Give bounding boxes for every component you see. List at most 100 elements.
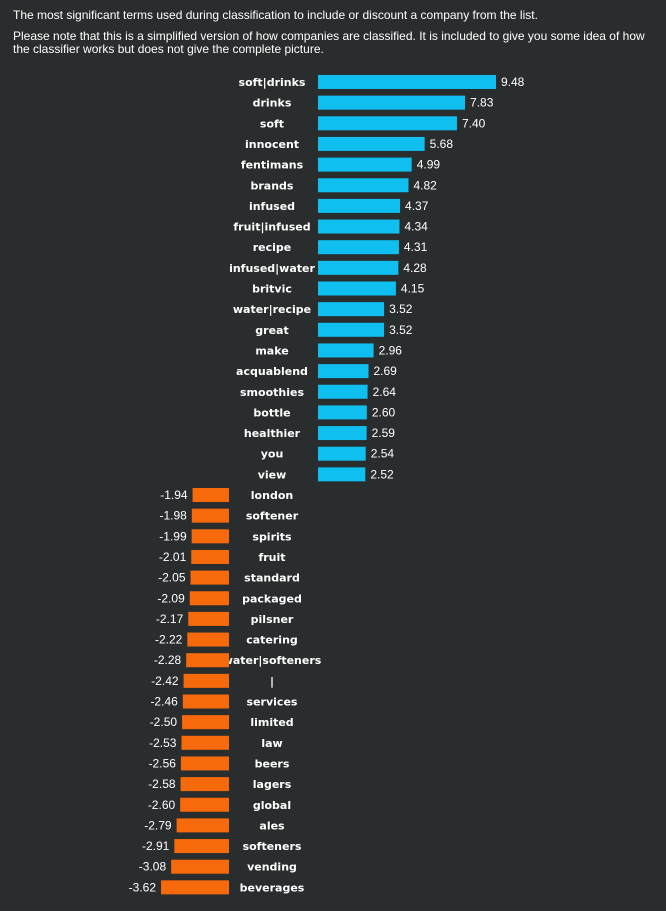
value-label: -3.62 [129,880,157,894]
value-label: -2.91 [142,839,170,853]
term-label: brands [251,179,294,192]
positive-bar [318,198,401,213]
bar-row: services -2.46 [150,694,298,709]
value-label: -2.56 [149,756,177,770]
value-label: -1.98 [159,509,187,523]
term-label: law [261,737,282,750]
positive-bar [318,384,368,399]
negative-bar [174,839,229,854]
bar-row: fentimans 4.99 [241,157,441,172]
bar-row: london -1.94 [160,488,293,502]
term-label: great [255,324,288,337]
bar-row: infused 4.37 [249,198,429,213]
bar-row: drinks 7.83 [253,95,494,110]
positive-bar [318,343,374,358]
negative-bar [188,611,229,626]
term-label: vending [247,861,297,874]
negative-bar [180,777,229,792]
value-label: -2.60 [148,798,176,812]
value-label: -2.50 [150,715,178,729]
bar-row: vending -3.08 [139,859,297,874]
positive-bar [318,302,385,317]
value-label: -2.53 [149,736,177,750]
bar-row: beers -2.56 [149,756,290,771]
bar-row: recipe 4.31 [253,240,428,255]
term-label: make [255,344,288,357]
bar-row: bottle 2.60 [253,405,396,420]
term-label: catering [246,634,298,647]
intro-note: Please note that this is a simplified ve… [13,29,645,56]
bar-row: fruit|infused 4.34 [233,219,428,234]
positive-bar [318,281,396,296]
value-label: -2.01 [159,550,187,564]
bar-row: | -2.42 [151,673,274,688]
negative-bar [180,756,229,771]
negative-bar [186,653,229,668]
term-label: water|softeners [223,654,322,667]
term-label: bottle [253,406,290,419]
term-label: soft|drinks [239,76,306,89]
negative-bar [161,880,229,895]
bar-row: water|recipe 3.52 [233,302,413,317]
positive-bar [318,157,412,172]
positive-bar [318,219,400,234]
value-label: 5.68 [430,137,454,151]
negative-bar [176,818,229,833]
value-label: -2.17 [156,612,184,626]
bar-row: you 2.54 [261,446,394,461]
positive-bar [318,260,399,275]
bar-row: limited -2.50 [150,715,294,730]
negative-bar [191,508,229,523]
bar-row: lagers -2.58 [148,777,292,792]
negative-bar [191,529,229,544]
term-label: recipe [253,241,292,254]
value-label: 4.99 [417,158,441,172]
negative-bar [182,715,229,730]
term-label: soft [260,117,284,130]
negative-bar [183,673,229,688]
value-label: 7.83 [470,96,494,110]
bar-row: spirits -1.99 [159,529,292,544]
bar-row: water|softeners -2.28 [154,653,322,668]
value-label: 7.40 [462,116,486,130]
bar-row: beverages -3.62 [129,880,305,895]
positive-bar [318,178,409,193]
value-label: 3.52 [389,323,413,337]
bar-row: packaged -2.09 [157,591,302,606]
bar-row: global -2.60 [148,797,291,812]
term-label: packaged [242,592,302,605]
value-label: 3.52 [389,302,413,316]
bar-row: catering -2.22 [155,632,298,647]
value-label: -2.09 [157,591,185,605]
value-label: -1.99 [159,529,187,543]
value-label: 4.37 [405,199,429,213]
value-label: -2.79 [144,818,172,832]
value-label: -2.58 [148,777,176,791]
positive-bar [318,426,367,441]
bar-row: standard -2.05 [158,570,300,585]
value-label: -2.22 [155,633,183,647]
positive-bar [318,322,385,337]
bar-row: ales -2.79 [144,818,285,833]
value-label: 4.82 [414,178,438,192]
value-label: 2.52 [370,467,394,481]
positive-bar [318,364,369,379]
value-label: 4.31 [404,240,428,254]
term-label: fentimans [241,159,304,172]
value-label: -2.46 [150,695,178,709]
value-label: 2.69 [374,364,398,378]
positive-bar [318,467,366,482]
term-label: softeners [243,840,302,853]
positive-bar [318,75,496,89]
value-label: -2.05 [158,571,186,585]
bar-row: softeners -2.91 [142,839,302,854]
positive-bar [318,240,399,255]
negative-bar [180,797,229,812]
value-label: -2.42 [151,674,179,688]
bar-row: softener -1.98 [159,508,299,523]
term-label: global [253,799,291,812]
term-label: pilsner [251,613,294,626]
term-label: smoothies [240,386,304,399]
